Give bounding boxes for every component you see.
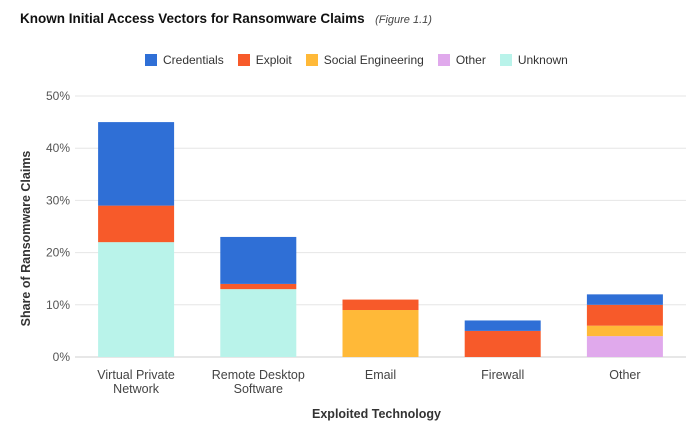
y-tick-label: 10% <box>46 298 70 312</box>
y-tick-label: 0% <box>53 350 71 364</box>
bar-remote-desktop-software-exploit <box>220 283 297 290</box>
bar-firewall-credentials <box>464 320 541 331</box>
legend-item-unknown: Unknown <box>499 53 568 67</box>
bar-remote-desktop-software-unknown <box>220 289 297 357</box>
y-tick-label: 20% <box>46 246 70 260</box>
bar-firewall-exploit <box>464 330 541 357</box>
x-axis-title: Exploited Technology <box>312 407 441 421</box>
x-tick-label: Virtual Private Network <box>97 368 175 396</box>
legend-label-credentials: Credentials <box>163 53 224 67</box>
chart-subtitle: (Figure 1.1) <box>375 14 432 26</box>
y-tick-label: 30% <box>46 193 70 207</box>
legend-swatch-exploit <box>237 54 250 66</box>
bar-other-exploit <box>586 304 663 326</box>
chart-legend: Credentials Exploit Social Engineering Othe… <box>145 53 568 67</box>
y-tick-label: 40% <box>46 141 70 155</box>
x-tick-label-line: Firewall <box>481 368 524 382</box>
bar-other-other <box>586 336 663 357</box>
legend-item-credentials: Credentials <box>145 53 224 67</box>
bar-other-credentials <box>586 294 663 305</box>
x-tick-label-line: Virtual Private <box>97 368 175 382</box>
legend-swatch-social-engineering <box>305 54 318 66</box>
legend-swatch-credentials <box>145 54 157 66</box>
legend-swatch-other <box>437 54 450 66</box>
legend-item-social-engineering: Social Engineering <box>305 53 424 67</box>
bar-virtual-private-network-unknown <box>98 242 175 357</box>
legend-label-exploit: Exploit <box>255 53 292 67</box>
bar-remote-desktop-software-credentials <box>220 236 297 284</box>
chart-title: Known Initial Access Vectors for Ransomw… <box>20 11 365 26</box>
chart-title-row: Known Initial Access Vectors for Ransomw… <box>20 10 432 28</box>
bar-email-social-engineering <box>342 310 419 357</box>
x-tick-label-line: Software <box>234 382 283 396</box>
legend-swatch-unknown <box>499 54 512 66</box>
x-tick-label: Remote Desktop Software <box>212 368 305 396</box>
legend-label-other: Other <box>455 53 486 67</box>
x-tick-label-line: Remote Desktop <box>212 368 305 382</box>
legend-item-exploit: Exploit <box>237 53 292 67</box>
x-tick-label: Firewall <box>481 368 524 382</box>
x-tick-label: Other <box>609 368 640 382</box>
x-tick-label-line: Email <box>365 368 396 382</box>
legend-label-social-engineering: Social Engineering <box>323 53 424 67</box>
y-axis-title: Share of Ransomware Claims <box>19 151 33 327</box>
y-tick-label: 50% <box>46 89 70 103</box>
x-tick-label-line: Network <box>113 382 160 396</box>
bar-other-social-engineering <box>586 325 663 337</box>
bar-email-exploit <box>342 299 419 311</box>
legend-item-other: Other <box>437 53 486 67</box>
x-tick-label-line: Other <box>609 368 640 382</box>
bar-virtual-private-network-credentials <box>98 122 175 206</box>
x-tick-label: Email <box>365 368 396 382</box>
bar-virtual-private-network-exploit <box>98 205 175 243</box>
legend-label-unknown: Unknown <box>517 53 568 67</box>
